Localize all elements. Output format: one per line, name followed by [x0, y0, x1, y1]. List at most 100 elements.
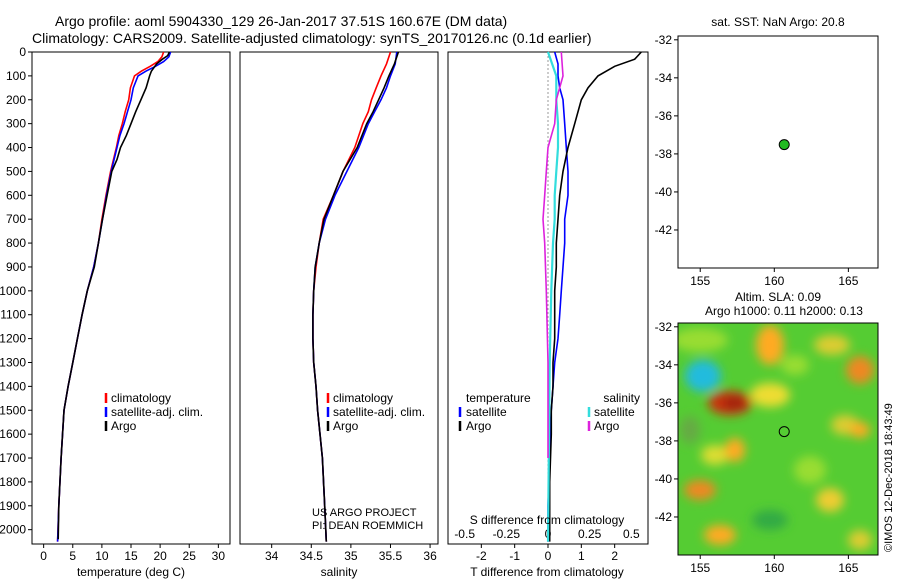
depth-tick-label: 1000	[0, 284, 26, 298]
depth-tick-label: 1300	[0, 355, 26, 369]
x-tick-label: 0	[40, 549, 47, 563]
x-tick-label: 30	[212, 549, 226, 563]
map-y-tick-label: -34	[655, 358, 673, 372]
sst-title: sat. SST: NaN Argo: 20.8	[711, 15, 845, 29]
map-y-tick-label: -36	[655, 396, 673, 410]
map-x-tick-label: 160	[764, 274, 784, 288]
map-x-tick-label: 155	[690, 561, 710, 575]
depth-tick-label: 0	[19, 45, 26, 59]
map-x-tick-label: 155	[690, 274, 710, 288]
depth-tick-label: 400	[6, 141, 26, 155]
depth-tick-label: 1200	[0, 332, 26, 346]
x-tick-label: 5	[69, 549, 76, 563]
map-y-tick-label: -38	[655, 434, 673, 448]
temp-argo-line	[57, 51, 171, 540]
depth-tick-label: 500	[6, 164, 26, 178]
legend-title: salinity	[603, 391, 640, 405]
depth-tick-label: 1500	[0, 403, 26, 417]
x-tick-label: 1	[578, 549, 585, 563]
depth-tick-label: 1100	[0, 308, 26, 322]
project-credit-line2: PI: DEAN ROEMMICH	[312, 520, 423, 532]
legend-label: Argo	[333, 419, 359, 433]
depth-tick-label: 900	[6, 260, 26, 274]
depth-tick-label: 200	[6, 93, 26, 107]
profile-location-marker	[778, 426, 790, 438]
profile-location-marker	[778, 139, 790, 151]
sla-map-panel: Altim. SLA: 0.09 Argo h1000: 0.11 h2000:…	[655, 290, 895, 575]
x-tick-label: 15	[124, 549, 138, 563]
depth-tick-label: 800	[6, 236, 26, 250]
s-diff-tick-label: -0.25	[493, 527, 521, 541]
x-tick-label: -2	[476, 549, 487, 563]
depth-tick-label: 300	[6, 117, 26, 131]
legend-label: satellite	[466, 405, 507, 419]
depth-tick-label: 2000	[0, 523, 26, 537]
legend-label: Argo	[594, 419, 620, 433]
map-y-tick-label: -38	[655, 147, 673, 161]
sla-heatmap	[678, 323, 878, 555]
map-x-tick-label: 165	[838, 561, 858, 575]
x-tick-label: 34	[265, 549, 279, 563]
depth-tick-label: 1900	[0, 499, 26, 513]
s-diff-tick-label: -0.5	[454, 527, 475, 541]
temp-satellite-line	[56, 51, 172, 542]
temp-climatology-line	[56, 51, 165, 542]
figure-title-line1: Argo profile: aoml 5904330_129 26-Jan-20…	[55, 13, 507, 29]
legend-label: satellite	[594, 405, 635, 419]
x-tick-label: 34.5	[300, 549, 324, 563]
s-difference-xlabel: S difference from climatology	[470, 513, 625, 527]
x-tick-label: 2	[611, 549, 618, 563]
legend-label: Argo	[111, 419, 137, 433]
map-y-tick-label: -42	[655, 510, 673, 524]
depth-tick-label: 1800	[0, 475, 26, 489]
legend-label: Argo	[466, 419, 492, 433]
map-y-tick-label: -32	[655, 320, 673, 334]
x-tick-label: 10	[95, 549, 109, 563]
x-tick-label: 20	[153, 549, 167, 563]
map-x-tick-label: 165	[838, 274, 858, 288]
map-y-tick-label: -40	[655, 185, 673, 199]
temperature-xlabel: temperature (deg C)	[77, 565, 185, 579]
depth-tick-label: 1400	[0, 379, 26, 393]
legend-label: satellite-adj. clim.	[333, 405, 425, 419]
t-difference-xlabel: T difference from climatology	[470, 565, 624, 579]
salinity-xlabel: salinity	[321, 565, 358, 579]
depth-tick-label: 100	[6, 69, 26, 83]
x-tick-label: 35	[344, 549, 358, 563]
x-tick-label: 36	[423, 549, 437, 563]
imos-credit: ©IMOS 12-Dec-2018 18:43:49	[883, 403, 895, 552]
map-y-tick-label: -42	[655, 223, 673, 237]
x-tick-label: 0	[545, 549, 552, 563]
x-tick-label: -1	[509, 549, 520, 563]
s-diff-argo-line	[542, 51, 564, 458]
legend-label: climatology	[111, 391, 171, 405]
sal-satellite-line	[312, 51, 398, 542]
x-tick-label: 25	[183, 549, 197, 563]
location-map-panel: sat. SST: NaN Argo: 20.8 155 160 165 -32 -34…	[655, 15, 879, 288]
depth-tick-label: 700	[6, 212, 26, 226]
legend-label: climatology	[333, 391, 393, 405]
x-tick-label: 35.5	[379, 549, 403, 563]
map-y-tick-label: -40	[655, 472, 673, 486]
s-diff-tick-label: 0.5	[623, 527, 640, 541]
map-y-tick-label: -32	[655, 33, 673, 47]
map-x-tick-label: 160	[764, 561, 784, 575]
figure-title-line2: Climatology: CARS2009. Satellite-adjuste…	[32, 30, 592, 46]
temperature-panel: 0100200300400500600700800900100011001200…	[0, 45, 231, 579]
sal-argo-line	[312, 51, 400, 542]
map-y-tick-label: -34	[655, 71, 673, 85]
s-diff-satellite-line	[546, 51, 560, 542]
depth-tick-label: 1700	[0, 451, 26, 465]
depth-tick-label: 1600	[0, 427, 26, 441]
sal-climatology-line	[312, 51, 392, 542]
sla-title-line1: Altim. SLA: 0.09	[735, 290, 821, 304]
map-y-tick-label: -36	[655, 109, 673, 123]
t-diff-argo-line	[548, 51, 642, 542]
legend-title: temperature	[466, 391, 531, 405]
salinity-panel: 34 34.5 35 35.5 36 salinity climatologysatel…	[239, 51, 439, 579]
project-credit-line1: US ARGO PROJECT	[312, 507, 417, 519]
legend-label: satellite-adj. clim.	[111, 405, 203, 419]
depth-tick-label: 600	[6, 188, 26, 202]
